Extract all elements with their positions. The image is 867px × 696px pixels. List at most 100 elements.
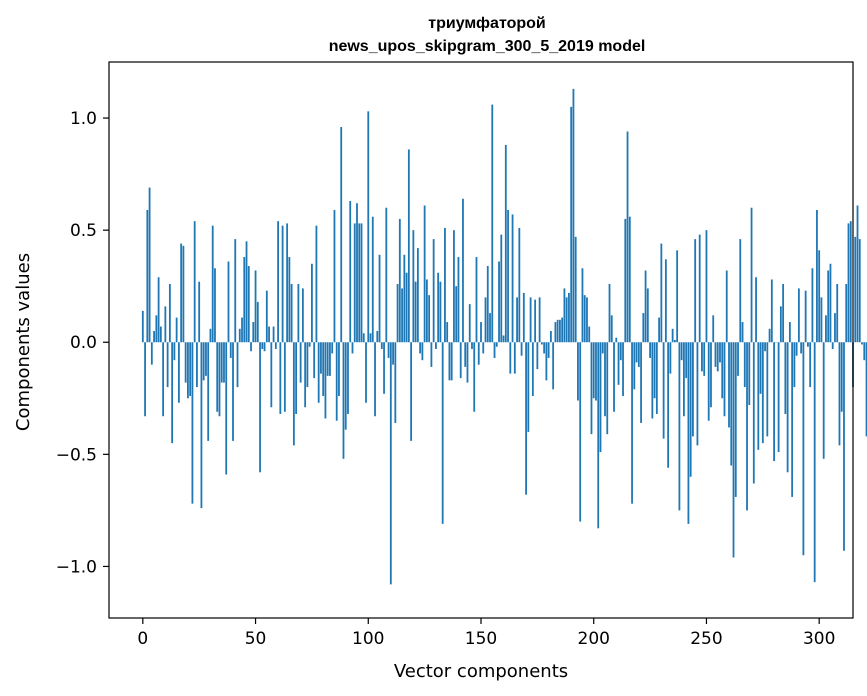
bar <box>236 342 239 388</box>
y-tick-label: −1.0 <box>56 557 97 577</box>
bar <box>301 288 304 343</box>
bar <box>664 259 667 343</box>
bar <box>247 266 250 343</box>
bar <box>849 221 852 343</box>
bar <box>599 342 602 453</box>
bar <box>209 328 212 343</box>
bar <box>457 257 460 343</box>
bar <box>374 342 376 417</box>
bar <box>333 209 336 343</box>
bar <box>220 342 223 383</box>
bar <box>595 342 597 401</box>
bar <box>583 295 586 343</box>
bar <box>574 236 577 343</box>
bar <box>227 261 230 343</box>
bar <box>421 342 424 361</box>
bar <box>256 301 259 343</box>
bar <box>369 333 372 343</box>
bar <box>435 342 437 349</box>
bar <box>297 283 300 343</box>
bar <box>277 221 279 343</box>
bar <box>516 297 518 343</box>
bar <box>281 225 284 343</box>
bar <box>466 342 469 383</box>
bar <box>786 342 789 473</box>
bar <box>752 342 755 484</box>
bar <box>788 322 791 343</box>
bar <box>561 317 564 343</box>
bar <box>746 342 748 511</box>
bar <box>619 342 622 361</box>
bar <box>696 342 699 446</box>
bar <box>836 283 839 343</box>
x-tick-label: 300 <box>803 629 835 649</box>
bar <box>446 322 449 343</box>
bar <box>225 342 228 475</box>
bar <box>669 342 672 374</box>
bar <box>428 295 431 343</box>
bar <box>356 203 358 343</box>
bar <box>710 342 712 408</box>
bar <box>198 281 201 343</box>
bar <box>320 342 322 374</box>
bar <box>568 292 570 343</box>
bar <box>626 131 629 343</box>
bar <box>829 263 832 343</box>
bar <box>804 290 807 343</box>
y-axis: 1.0 0.5 0.0 −0.5 −1.0 <box>56 109 109 577</box>
bar <box>389 342 392 585</box>
bar <box>507 209 509 343</box>
bar <box>274 342 277 349</box>
bar <box>721 342 724 399</box>
bar <box>540 342 543 345</box>
bar <box>698 234 701 343</box>
bar <box>425 279 428 343</box>
bar <box>737 342 739 376</box>
bar <box>166 342 169 388</box>
bar <box>315 225 318 343</box>
bar <box>385 207 388 343</box>
x-axis-label: Vector components <box>394 661 568 682</box>
bar <box>362 333 365 343</box>
bar <box>768 328 771 343</box>
bar <box>689 342 692 477</box>
bar <box>637 342 640 367</box>
bar <box>604 342 606 417</box>
bar <box>500 234 503 343</box>
bar <box>617 342 620 385</box>
y-tick-label: 1.0 <box>70 109 97 129</box>
bar <box>631 342 633 504</box>
bar <box>518 227 521 343</box>
bar <box>642 313 645 343</box>
bar <box>779 306 782 343</box>
bar <box>646 288 649 343</box>
bar <box>678 342 681 511</box>
x-tick-label: 200 <box>578 629 610 649</box>
bar <box>162 342 165 417</box>
bar <box>739 239 742 343</box>
bar <box>622 342 624 397</box>
bar <box>241 317 243 343</box>
bar <box>809 342 812 388</box>
bar <box>268 326 270 343</box>
bar <box>205 342 207 376</box>
bar <box>649 342 651 358</box>
bar <box>459 342 462 379</box>
bar <box>412 230 415 343</box>
bar <box>554 322 557 343</box>
bar <box>317 342 320 403</box>
x-axis: 0 50 100 150 200 250 300 <box>137 618 835 649</box>
bar <box>196 342 198 388</box>
bar <box>295 342 298 414</box>
bar <box>191 342 194 504</box>
bar <box>245 241 248 343</box>
bar <box>714 342 717 367</box>
bar <box>827 270 830 343</box>
y-tick-label: 0.0 <box>70 333 97 353</box>
bar <box>371 216 374 343</box>
bar <box>559 319 561 343</box>
bar <box>283 342 286 412</box>
bar <box>536 342 539 370</box>
bar <box>407 149 410 343</box>
bar <box>543 342 546 354</box>
